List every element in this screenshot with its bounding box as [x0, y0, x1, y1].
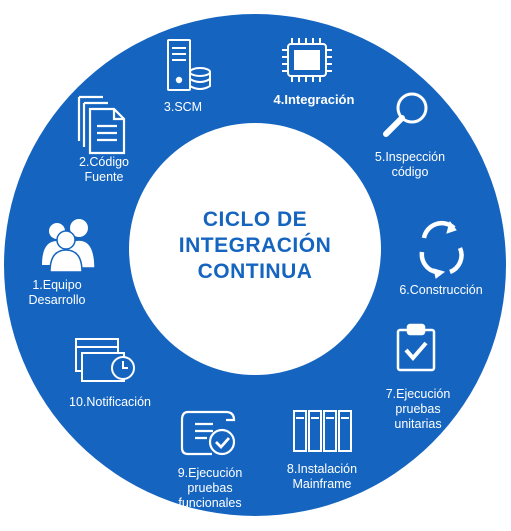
title-line: INTEGRACIÓN — [178, 234, 332, 257]
diagram-title: CICLO DE INTEGRACIÓN CONTINUA — [145, 207, 365, 285]
step-8-label: 8.Instalación Mainframe — [270, 462, 374, 492]
step-text: Fuente — [84, 170, 124, 184]
step-1-label: 1.Equipo Desarrollo — [14, 278, 100, 308]
step-text: 10.Notificación — [69, 395, 151, 409]
step-5-label: 5.Inspección código — [360, 150, 460, 180]
refresh-cycle-icon — [419, 220, 464, 279]
inner-circle — [129, 123, 381, 375]
team-icon — [42, 219, 96, 273]
step-text: 9.Ejecución — [177, 466, 243, 480]
step-2-label: 2.Código Fuente — [54, 155, 154, 185]
title-line: CONTINUA — [197, 260, 313, 283]
step-text: unitarias — [394, 417, 442, 431]
step-9-label: 9.Ejecución pruebas funcionales — [160, 466, 260, 511]
step-7-label: 7.Ejecución pruebas unitarias — [368, 387, 468, 432]
mainframe-icon — [293, 410, 352, 452]
step-text: 3.SCM — [163, 100, 203, 114]
step-10-label: 10.Notificación — [54, 395, 166, 410]
scroll-check-icon — [180, 410, 236, 456]
step-6-label: 6.Construcción — [382, 283, 500, 298]
step-text: Mainframe — [292, 477, 352, 491]
step-text: 1.Equipo — [32, 278, 82, 292]
step-text: 4.Integración — [273, 92, 355, 107]
step-3-label: 3.SCM — [148, 100, 218, 115]
clipboard-check-icon — [396, 323, 436, 372]
step-text: funcionales — [178, 496, 242, 510]
notification-clock-icon — [75, 338, 135, 382]
magnifier-icon — [383, 92, 428, 137]
title-line: CICLO DE — [202, 208, 308, 231]
step-text: 6.Construcción — [399, 283, 483, 297]
step-text: pruebas — [187, 481, 233, 495]
step-text: 7.Ejecución — [385, 387, 451, 401]
step-4-label: 4.Integración — [256, 92, 372, 107]
documents-icon — [77, 95, 126, 155]
step-text: 8.Instalación — [286, 462, 358, 476]
step-text: pruebas — [395, 402, 441, 416]
chip-icon — [282, 38, 332, 82]
step-text: 2.Código — [78, 155, 130, 169]
server-database-icon — [167, 39, 211, 91]
step-text: 5.Inspección — [374, 150, 446, 164]
step-text: código — [391, 165, 429, 179]
step-text: Desarrollo — [28, 293, 86, 307]
